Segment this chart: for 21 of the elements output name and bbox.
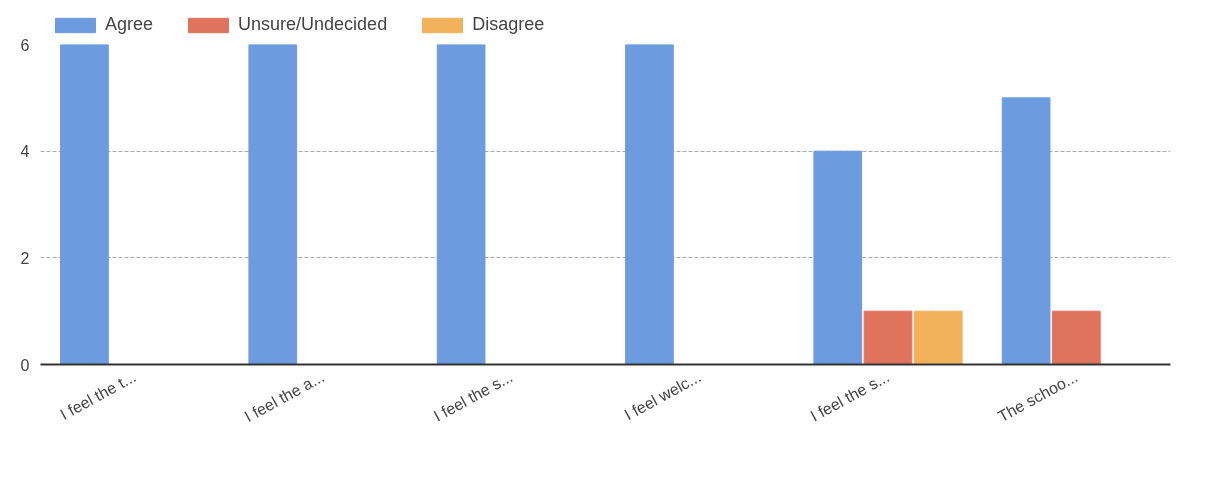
y-tick-label: 6 — [20, 36, 30, 54]
x-tick-label: I feel the a... — [241, 368, 328, 426]
bar — [1051, 310, 1101, 365]
x-tick-label: I feel the s... — [807, 368, 893, 425]
bar — [625, 44, 674, 365]
y-tick-label: 0 — [20, 356, 30, 374]
bar — [60, 44, 109, 365]
bar — [1001, 97, 1051, 365]
y-tick-label: 2 — [20, 249, 30, 267]
bar — [863, 310, 913, 365]
x-tick-label: I feel the s... — [430, 368, 516, 425]
legend-label: Agree — [105, 14, 154, 35]
bar — [913, 310, 963, 365]
x-tick-label: I feel the t... — [57, 368, 139, 424]
y-tick-label: 4 — [20, 143, 30, 161]
bar — [436, 44, 486, 365]
legend-label: Unsure/Undecided — [238, 14, 388, 35]
bar — [248, 44, 298, 365]
bar — [813, 150, 863, 365]
x-tick-label: I feel welc... — [621, 368, 704, 424]
legend-label: Disagree — [472, 14, 545, 35]
